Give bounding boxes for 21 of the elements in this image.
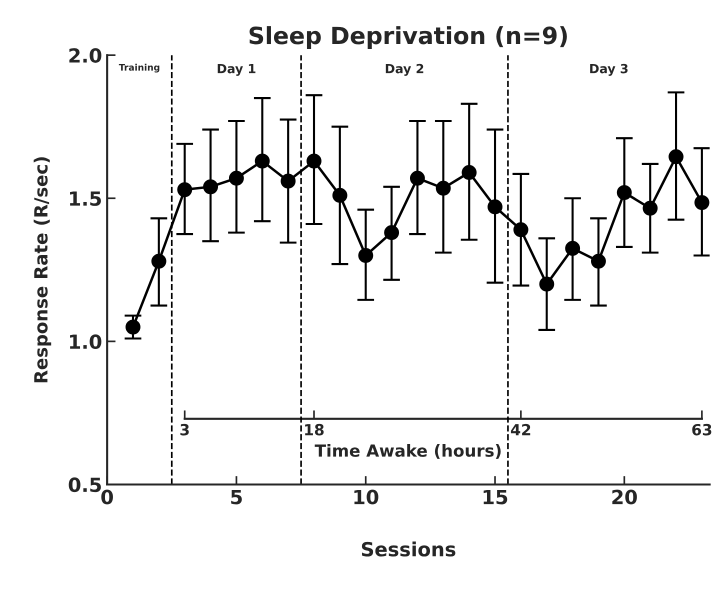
y-tick-label: 0.5: [68, 477, 101, 492]
y-axis-title: Response Rate (R/sec): [34, 157, 52, 382]
annotation: Training: [118, 64, 160, 73]
x-tick-label: 5: [231, 490, 242, 504]
x2-axis-title: Time Awake (hours): [314, 444, 501, 459]
x2-tick-label: 42: [510, 424, 530, 436]
annotation: Day 3: [590, 64, 628, 76]
annotation: Day 2: [386, 64, 424, 76]
x-axis-title: Sessions: [362, 541, 456, 557]
chart-title: Sleep Deprivation (n=9): [250, 26, 567, 49]
x2-tick-label: 18: [305, 424, 324, 436]
x-tick-label: 10: [354, 490, 378, 504]
y-tick-label: 1.5: [70, 191, 101, 206]
x-tick-label: 15: [484, 490, 508, 504]
annotation: Day 1: [218, 64, 256, 76]
y-tick-label: 1.0: [70, 334, 102, 350]
x2-tick-label: 3: [180, 424, 189, 436]
y-tick-label: 2.0: [69, 48, 102, 63]
x-tick-label: 20: [612, 490, 637, 504]
x2-tick-label: 63: [692, 424, 712, 436]
x-tick-label: 0: [101, 490, 113, 504]
